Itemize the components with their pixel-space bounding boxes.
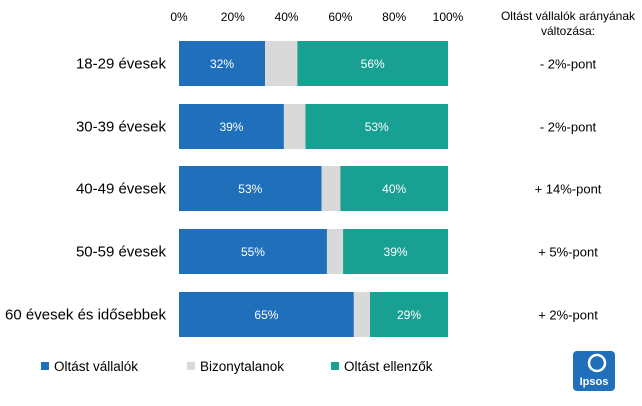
bar-segment xyxy=(283,104,306,149)
change-value: - 2%-pont xyxy=(540,57,597,72)
bar-value-label: 53% xyxy=(238,182,262,196)
logo-ring xyxy=(587,353,607,373)
change-value: + 14%-pont xyxy=(535,182,602,197)
bar-segment xyxy=(326,229,344,274)
category-label: 18-29 évesek xyxy=(76,56,167,73)
category-label: 40-49 évesek xyxy=(76,181,167,198)
logo-text: Ipsos xyxy=(580,376,609,388)
change-column-title-line: Oltást vállalók arányának xyxy=(501,9,636,23)
ipsos-logo: Ipsos xyxy=(573,351,615,391)
change-value: - 2%-pont xyxy=(540,120,597,135)
bar-segment xyxy=(343,229,448,274)
chart-row: 30-39 évesek 39% 53% - 2%-pont xyxy=(76,104,597,149)
bar-value-label: 39% xyxy=(384,245,408,259)
x-tick-label: 20% xyxy=(221,10,245,24)
bar-segment xyxy=(353,292,370,337)
chart-row: 60 évesek és idősebbek 65% 29% + 2%-pont xyxy=(5,292,598,337)
x-tick-label: 60% xyxy=(328,10,352,24)
legend-label: Oltást vállalók xyxy=(54,359,138,374)
chart-row: 18-29 évesek 32% 56% - 2%-pont xyxy=(76,41,597,86)
bar-value-label: 32% xyxy=(210,57,234,71)
bar-segment xyxy=(265,41,298,86)
category-label: 30-39 évesek xyxy=(76,119,167,136)
legend: Oltást vállalók Bizonytalanok Oltást ellen… xyxy=(41,359,433,374)
legend-swatch xyxy=(187,362,195,370)
category-label: 50-59 évesek xyxy=(76,244,167,261)
bar-segment xyxy=(321,166,341,211)
bar-segment xyxy=(340,166,448,211)
x-tick-label: 100% xyxy=(433,10,464,24)
bar-segment xyxy=(179,104,284,149)
bar-value-label: 40% xyxy=(382,182,406,196)
legend-item: Oltást ellenzők xyxy=(331,359,433,374)
bar-value-label: 53% xyxy=(365,120,389,134)
legend-item: Bizonytalanok xyxy=(187,359,284,374)
x-axis-ticks: 0% 20% 40% 60% 80% 100% xyxy=(170,10,463,24)
bar-segment xyxy=(179,229,327,274)
category-label: 60 évesek és idősebbek xyxy=(5,307,166,324)
bar-segment xyxy=(179,41,266,86)
bar-value-label: 56% xyxy=(361,57,385,71)
bar-segment xyxy=(297,41,448,86)
legend-swatch xyxy=(41,362,49,370)
change-value: + 2%-pont xyxy=(538,308,598,323)
legend-swatch xyxy=(331,362,339,370)
chart-row: 40-49 évesek 53% 40% + 14%-pont xyxy=(76,166,602,211)
x-tick-label: 0% xyxy=(170,10,188,24)
bar-value-label: 39% xyxy=(219,120,243,134)
bar-segment xyxy=(305,104,448,149)
legend-label: Oltást ellenzők xyxy=(344,359,433,374)
x-tick-label: 40% xyxy=(275,10,299,24)
change-value: + 5%-pont xyxy=(538,245,598,260)
chart-row: 50-59 évesek 55% 39% + 5%-pont xyxy=(76,229,598,274)
bar-value-label: 55% xyxy=(241,245,265,259)
x-tick-label: 80% xyxy=(382,10,406,24)
bar-segment xyxy=(369,292,448,337)
change-column-title-line: változása: xyxy=(541,24,595,38)
bar-value-label: 65% xyxy=(254,308,278,322)
legend-label: Bizonytalanok xyxy=(200,359,284,374)
bar-value-label: 29% xyxy=(397,308,421,322)
bar-segment xyxy=(179,292,354,337)
bar-segment xyxy=(179,166,322,211)
legend-item: Oltást vállalók xyxy=(41,359,138,374)
